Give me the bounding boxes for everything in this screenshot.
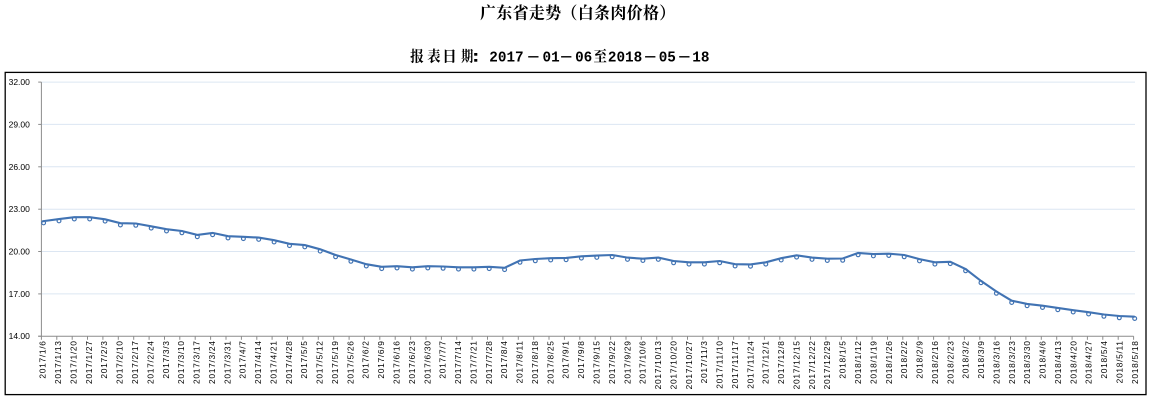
svg-text:2017/9/22: 2017/9/22 xyxy=(607,340,617,384)
svg-text:2017/11/17: 2017/11/17 xyxy=(730,340,740,388)
svg-text:2017/12/8: 2017/12/8 xyxy=(776,340,786,384)
svg-text:2017/6/2: 2017/6/2 xyxy=(361,340,371,378)
svg-text:17.00: 17.00 xyxy=(9,289,31,299)
svg-text:05: 05 xyxy=(659,51,676,67)
svg-text:2018/4/20: 2018/4/20 xyxy=(1068,340,1078,384)
svg-text:2017/6/23: 2017/6/23 xyxy=(407,340,417,384)
svg-text:2017/5/19: 2017/5/19 xyxy=(330,340,340,384)
svg-text:2018/5/4: 2018/5/4 xyxy=(1099,340,1109,378)
svg-text:2017/12/15: 2017/12/15 xyxy=(792,340,802,389)
svg-text:01: 01 xyxy=(543,51,560,67)
svg-text:2018/4/13: 2018/4/13 xyxy=(1053,340,1063,384)
svg-text:2017/3/31: 2017/3/31 xyxy=(222,340,232,384)
svg-text:14.00: 14.00 xyxy=(9,331,31,341)
svg-text:2017/6/30: 2017/6/30 xyxy=(422,340,432,384)
svg-text:2017/10/6: 2017/10/6 xyxy=(638,340,648,384)
svg-text:2017/4/28: 2017/4/28 xyxy=(284,340,294,384)
svg-text:2017/11/10: 2017/11/10 xyxy=(715,340,725,388)
svg-text:2017/4/7: 2017/4/7 xyxy=(238,340,248,378)
svg-text:2017/7/7: 2017/7/7 xyxy=(438,340,448,378)
svg-text:2017/5/5: 2017/5/5 xyxy=(299,340,309,378)
svg-text:06: 06 xyxy=(575,51,592,67)
svg-text:2018/4/6: 2018/4/6 xyxy=(1038,340,1048,378)
svg-text:2017/8/18: 2017/8/18 xyxy=(530,340,540,384)
svg-text:23.00: 23.00 xyxy=(9,204,31,214)
svg-text:2017/12/1: 2017/12/1 xyxy=(761,340,771,384)
svg-text:2017/3/24: 2017/3/24 xyxy=(207,340,217,384)
svg-text:2017/8/11: 2017/8/11 xyxy=(515,340,525,383)
svg-text:2017/5/12: 2017/5/12 xyxy=(315,340,325,384)
svg-text:2017/10/27: 2017/10/27 xyxy=(684,340,694,389)
svg-text:2018/3/2: 2018/3/2 xyxy=(961,340,971,378)
svg-text:2017/9/8: 2017/9/8 xyxy=(576,340,586,378)
svg-text:2017/6/16: 2017/6/16 xyxy=(392,340,402,384)
svg-text:29.00: 29.00 xyxy=(9,119,31,129)
svg-text:2017/2/10: 2017/2/10 xyxy=(115,340,125,384)
svg-text:2017/7/14: 2017/7/14 xyxy=(453,340,463,384)
svg-text:2017/6/9: 2017/6/9 xyxy=(376,340,386,378)
svg-text:2018/5/18: 2018/5/18 xyxy=(1130,340,1140,384)
svg-text:2018/3/16: 2018/3/16 xyxy=(991,340,1001,384)
svg-text:2018/1/5: 2018/1/5 xyxy=(838,340,848,378)
svg-text:2018/2/9: 2018/2/9 xyxy=(915,340,925,378)
svg-text:2017/5/26: 2017/5/26 xyxy=(345,340,355,384)
svg-text:2017/10/13: 2017/10/13 xyxy=(653,340,663,389)
svg-text:2018/3/30: 2018/3/30 xyxy=(1022,340,1032,384)
svg-text:2018/2/2: 2018/2/2 xyxy=(899,340,909,378)
svg-text:2017: 2017 xyxy=(489,51,523,67)
svg-text:2018/1/19: 2018/1/19 xyxy=(868,340,878,384)
svg-text:2017/2/17: 2017/2/17 xyxy=(130,340,140,384)
svg-text:2018/2/16: 2018/2/16 xyxy=(930,340,940,384)
svg-text:2017/1/27: 2017/1/27 xyxy=(84,340,94,384)
svg-text:2017/8/4: 2017/8/4 xyxy=(499,340,509,378)
svg-text:2018/1/26: 2018/1/26 xyxy=(884,340,894,384)
svg-text:32.00: 32.00 xyxy=(9,77,31,87)
svg-text:2018/2/23: 2018/2/23 xyxy=(945,340,955,384)
svg-text:2017/3/3: 2017/3/3 xyxy=(161,340,171,378)
svg-text:2017/3/10: 2017/3/10 xyxy=(176,340,186,384)
svg-text:2018/4/27: 2018/4/27 xyxy=(1084,340,1094,384)
svg-text:2017/7/28: 2017/7/28 xyxy=(484,340,494,384)
svg-text:2017/2/24: 2017/2/24 xyxy=(145,340,155,384)
svg-text:20.00: 20.00 xyxy=(9,247,31,257)
svg-text:26.00: 26.00 xyxy=(9,162,31,172)
svg-text:2018/3/9: 2018/3/9 xyxy=(976,340,986,378)
svg-text:2017/3/17: 2017/3/17 xyxy=(192,340,202,384)
svg-text:2017/9/15: 2017/9/15 xyxy=(592,340,602,384)
svg-text:2017/4/21: 2017/4/21 xyxy=(268,340,278,384)
svg-text:2017/12/29: 2017/12/29 xyxy=(822,340,832,389)
svg-text:2018: 2018 xyxy=(608,51,642,67)
svg-text:18: 18 xyxy=(692,51,709,67)
svg-text:2017/9/29: 2017/9/29 xyxy=(622,340,632,384)
svg-text:2017/8/25: 2017/8/25 xyxy=(545,340,555,384)
svg-text:2017/11/3: 2017/11/3 xyxy=(699,340,709,383)
svg-text:2017/9/1: 2017/9/1 xyxy=(561,340,571,378)
svg-text:2017/4/14: 2017/4/14 xyxy=(253,340,263,384)
svg-text:2017/12/22: 2017/12/22 xyxy=(807,340,817,389)
svg-text:2017/10/20: 2017/10/20 xyxy=(668,340,678,389)
svg-text:2018/3/23: 2018/3/23 xyxy=(1007,340,1017,384)
svg-text:2017/1/13: 2017/1/13 xyxy=(53,340,63,384)
svg-text:2017/2/3: 2017/2/3 xyxy=(99,340,109,378)
svg-text:2017/1/20: 2017/1/20 xyxy=(69,340,79,384)
svg-text:2017/1/6: 2017/1/6 xyxy=(38,340,48,378)
svg-text:2018/1/12: 2018/1/12 xyxy=(853,340,863,384)
svg-text:2018/5/11: 2018/5/11 xyxy=(1115,340,1125,383)
svg-text:2017/7/21: 2017/7/21 xyxy=(468,340,478,384)
svg-text:2017/11/24: 2017/11/24 xyxy=(745,340,755,388)
